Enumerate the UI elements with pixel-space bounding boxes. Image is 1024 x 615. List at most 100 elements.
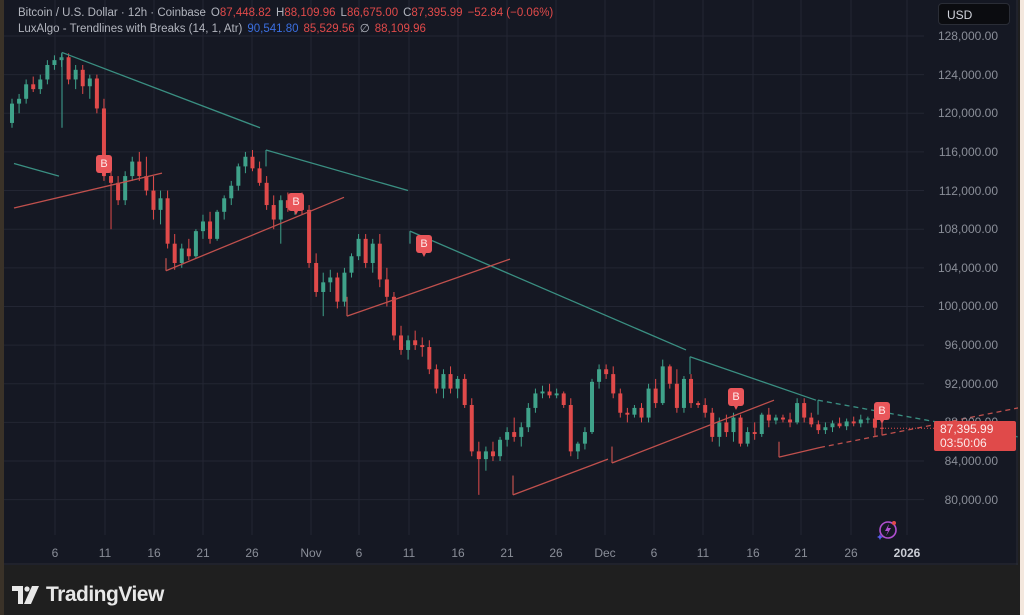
time-axis-label: 16 [451, 546, 465, 560]
price-chart-canvas[interactable] [4, 0, 1018, 565]
break-marker[interactable]: B [416, 235, 432, 257]
candle-body [377, 243, 382, 280]
candle-body [391, 296, 396, 336]
candle-body [448, 374, 453, 389]
candle-body [441, 374, 446, 389]
candle-body [724, 422, 729, 433]
candle-body [158, 198, 163, 210]
candle-body [399, 335, 404, 350]
candle-body [370, 243, 375, 264]
price-axis-label: 80,000.00 [944, 492, 998, 507]
time-axis-label: 6 [650, 546, 658, 560]
candle-body [38, 79, 43, 90]
candle-body [45, 64, 50, 80]
price-axis-label: 96,000.00 [944, 338, 998, 353]
candle-body [830, 423, 835, 428]
price-axis-label: 92,000.00 [944, 376, 998, 391]
break-marker[interactable]: B [96, 155, 112, 177]
price-axis-label: 100,000.00 [937, 299, 998, 314]
candle-body [476, 451, 481, 460]
candle-body [865, 418, 870, 420]
indicator-value-upper: 90,541.80 [247, 23, 299, 35]
price-axis-label: 124,000.00 [937, 67, 998, 82]
candle-body [731, 417, 736, 433]
candle-body [137, 161, 142, 177]
candle-body [816, 424, 821, 431]
window-frame-right [1020, 0, 1024, 615]
candle-body [94, 78, 99, 109]
candle-body [575, 443, 580, 452]
candle-body [101, 108, 106, 177]
candle-body [696, 403, 701, 406]
candle-body [547, 391, 552, 396]
candle-body [144, 176, 149, 191]
candle-body [349, 256, 354, 273]
candle-body [597, 369, 602, 382]
close-label: C [403, 7, 412, 19]
candle-body [802, 403, 807, 418]
tradingview-logo-icon [12, 586, 39, 604]
time-axis-label: 16 [147, 546, 161, 560]
price-axis-label: 120,000.00 [937, 106, 998, 121]
candle-body [52, 60, 57, 65]
indicator-legend-row: LuxAlgo - Trendlines with Breaks (14, 1,… [18, 21, 553, 37]
candle-body [335, 277, 340, 302]
break-marker[interactable]: B [728, 388, 744, 410]
time-axis-label: 2026 [893, 546, 921, 560]
time-axis-label: 26 [245, 546, 259, 560]
candle-body [858, 419, 863, 424]
candle-body [788, 419, 793, 423]
candle-body [200, 221, 205, 232]
candle-body [625, 412, 630, 415]
candle-body [604, 369, 609, 375]
time-axis-label: 21 [794, 546, 808, 560]
candle-body [483, 451, 488, 460]
window-frame-left [0, 0, 4, 615]
ai-assistant-icon[interactable] [876, 519, 898, 541]
candle-body [766, 414, 771, 421]
candle-body [222, 198, 227, 212]
candle-body [130, 161, 135, 177]
candle-body [717, 422, 722, 437]
candle-body [844, 421, 849, 427]
candle-body [193, 231, 198, 257]
candle-body [469, 405, 474, 452]
candle-body [243, 156, 248, 167]
candle-body [590, 381, 594, 433]
candle-body [66, 57, 71, 80]
candle-body [611, 374, 616, 394]
time-axis-label: Dec [594, 546, 616, 560]
candle-body [215, 211, 220, 239]
time-axis-label: 21 [196, 546, 210, 560]
low-value: 86,675.00 [346, 7, 399, 19]
time-axis-label: 11 [696, 546, 710, 560]
break-marker[interactable]: B [874, 402, 890, 424]
candle-body [413, 340, 418, 346]
price-axis-label: 104,000.00 [937, 260, 998, 275]
symbol-title[interactable]: Bitcoin / U.S. Dollar · 12h · Coinbase [18, 7, 206, 19]
candle-body [172, 243, 177, 264]
indicator-value-3: 88,109.96 [374, 23, 426, 35]
currency-button[interactable]: USD [938, 3, 1010, 25]
candle-body [321, 282, 326, 292]
time-axis-label: 16 [746, 546, 760, 560]
time-axis-label: 6 [355, 546, 363, 560]
tradingview-brand[interactable]: TradingView [12, 583, 164, 607]
candle-body [582, 432, 587, 444]
candle-body [10, 103, 14, 123]
chart-panel[interactable]: Bitcoin / U.S. Dollar · 12h · Coinbase O… [4, 0, 1018, 565]
candle-body [809, 417, 814, 425]
candle-body [837, 423, 842, 427]
break-marker[interactable]: B [288, 193, 304, 215]
candle-body [31, 84, 36, 90]
candle-body [498, 439, 503, 457]
candle-body [208, 221, 213, 239]
price-axis-label: 112,000.00 [938, 183, 998, 198]
time-axis-label: Nov [300, 546, 322, 560]
candle-body [109, 176, 114, 183]
candle-body [759, 414, 764, 434]
indicator-name[interactable]: LuxAlgo - Trendlines with Breaks (14, 1,… [18, 23, 243, 35]
price-axis-label: 116,000.00 [938, 144, 998, 159]
open-value: 87,448.82 [219, 7, 272, 19]
candle-body [490, 451, 495, 457]
